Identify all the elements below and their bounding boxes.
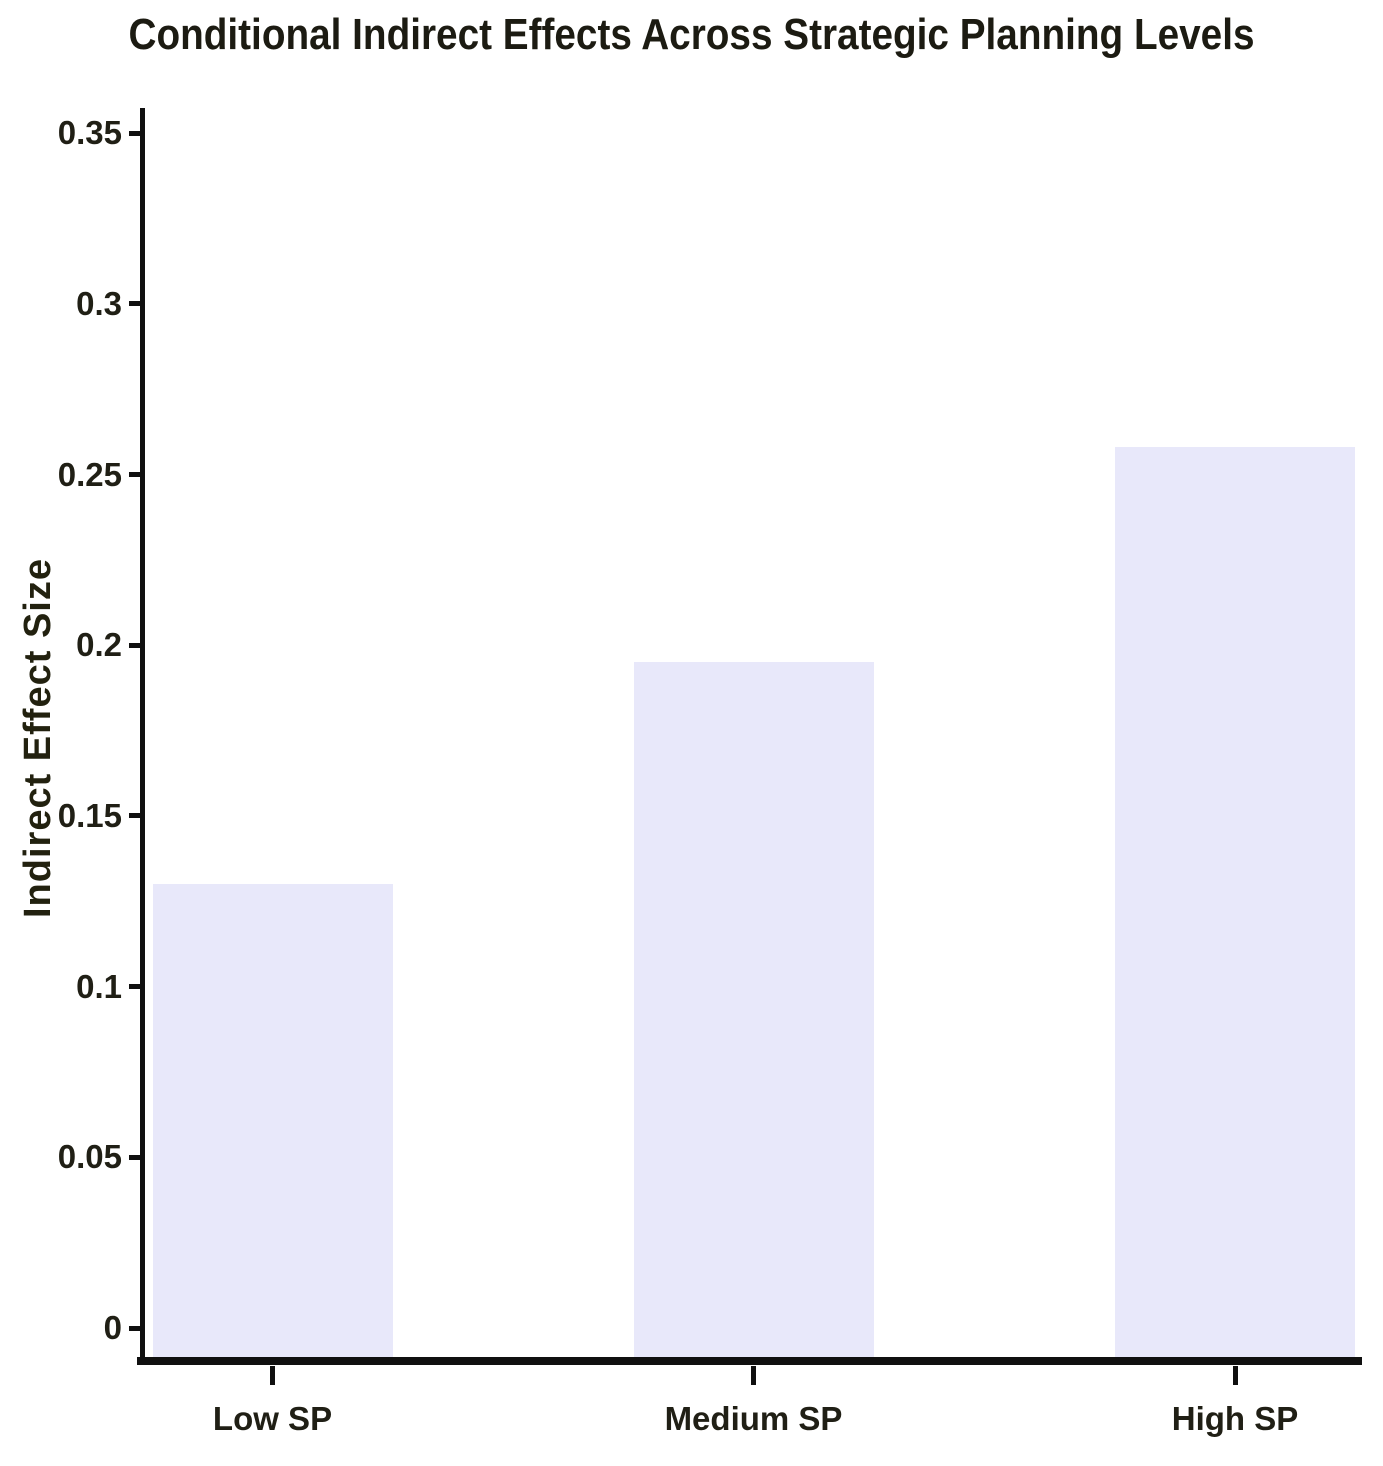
- y-tick-mark: [129, 1325, 143, 1331]
- y-tick-label: 0.35: [57, 114, 122, 152]
- bar-low-sp: [152, 884, 393, 1357]
- y-tick-label: 0.05: [57, 1138, 122, 1176]
- y-tick-label: 0.1: [76, 967, 122, 1005]
- chart-title: Conditional Indirect Effects Across Stra…: [128, 10, 1255, 59]
- y-tick-label: 0.15: [57, 796, 122, 834]
- y-tick-mark: [129, 642, 143, 648]
- x-tick-label: High SP: [1171, 1400, 1299, 1437]
- x-axis-spine: [137, 1357, 1362, 1365]
- y-tick-mark: [129, 984, 143, 990]
- y-tick-mark: [129, 301, 143, 307]
- x-tick-label: Medium SP: [664, 1400, 843, 1437]
- y-tick-label: 0.3: [76, 284, 122, 322]
- x-tick-mark: [1232, 1366, 1238, 1385]
- y-tick-label: 0.2: [76, 626, 122, 664]
- y-axis-title: Indirect Effect Size: [17, 558, 59, 918]
- y-tick-mark: [129, 813, 143, 819]
- bar-medium-sp: [633, 662, 874, 1357]
- y-tick-mark: [129, 472, 143, 477]
- bar-high-sp: [1115, 447, 1355, 1357]
- y-tick-label: 0.25: [57, 455, 122, 493]
- y-axis-spine: [140, 108, 145, 1363]
- x-tick-label: Low SP: [212, 1400, 333, 1437]
- y-tick-mark: [129, 1154, 143, 1160]
- x-tick-mark: [751, 1366, 756, 1385]
- y-tick-label: 0: [103, 1309, 122, 1346]
- y-tick-mark: [129, 130, 143, 136]
- x-tick-mark: [270, 1366, 275, 1385]
